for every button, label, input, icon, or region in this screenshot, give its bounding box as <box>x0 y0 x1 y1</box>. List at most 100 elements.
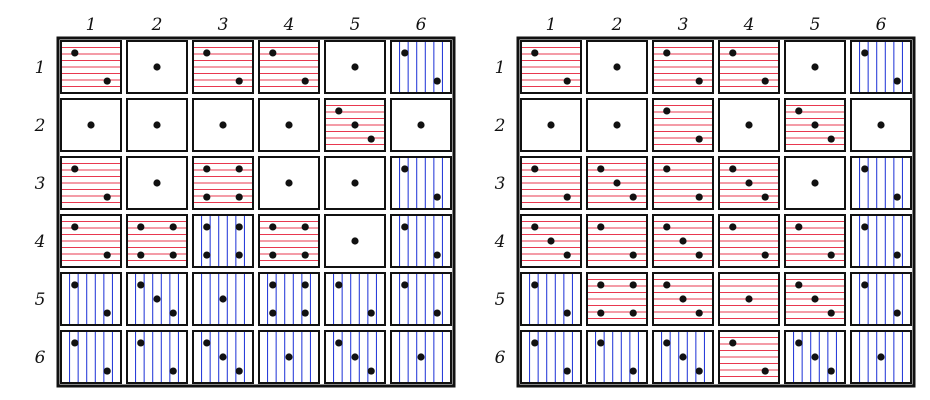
cell-background <box>127 331 187 383</box>
die-dot <box>433 77 441 85</box>
grid-cell <box>652 330 714 384</box>
grid-cell <box>192 330 254 384</box>
cell-border <box>652 330 714 384</box>
grid-cell <box>718 272 780 326</box>
row-label: 5 <box>35 290 46 310</box>
die-dot <box>335 339 343 347</box>
die-dot <box>877 121 885 129</box>
die-dot <box>153 179 161 187</box>
die-dot <box>613 121 621 129</box>
grid-frame <box>516 36 916 388</box>
cell-border <box>652 40 714 94</box>
die-dot <box>877 353 885 361</box>
die-dot <box>137 281 145 289</box>
die-dot <box>235 223 243 231</box>
die-dot <box>695 309 703 317</box>
die-dot <box>433 309 441 317</box>
die-dot <box>531 165 539 173</box>
die-dot <box>745 179 753 187</box>
grid-cell <box>520 156 582 210</box>
die-dot <box>269 49 277 57</box>
column-label: 1 <box>86 15 97 35</box>
column-label: 2 <box>611 15 623 35</box>
cell-border <box>258 272 320 326</box>
die-dot <box>861 281 869 289</box>
die-dot <box>137 251 145 259</box>
grid-cell <box>718 156 780 210</box>
cell-border <box>520 40 582 94</box>
cell-border <box>586 156 648 210</box>
grid-cell <box>324 98 386 152</box>
cell-border <box>192 214 254 268</box>
cell-border <box>718 40 780 94</box>
grid-cell <box>126 272 188 326</box>
row-label: 6 <box>495 348 506 368</box>
die-dot <box>351 179 359 187</box>
grid-cell <box>586 214 648 268</box>
die-dot <box>301 281 309 289</box>
cell-border <box>60 40 122 94</box>
cell-border <box>586 272 648 326</box>
cell-border <box>192 156 254 210</box>
die-dot <box>401 49 409 57</box>
grid-cell <box>192 40 254 94</box>
row-label: 3 <box>35 174 46 194</box>
grid-cell <box>126 214 188 268</box>
grid-cell <box>718 214 780 268</box>
die-dot <box>629 193 637 201</box>
grid-cell <box>258 272 320 326</box>
column-label: 2 <box>151 15 163 35</box>
cell-border <box>60 330 122 384</box>
column-label: 6 <box>876 15 887 35</box>
cell-background <box>61 273 121 325</box>
cell-background <box>325 273 385 325</box>
grid-cell <box>652 156 714 210</box>
die-dot <box>547 121 555 129</box>
grid-cell <box>850 156 912 210</box>
die-dot <box>531 339 539 347</box>
grid-cell <box>784 272 846 326</box>
die-dot <box>137 223 145 231</box>
cell-border <box>850 330 912 384</box>
die-dot <box>795 339 803 347</box>
die-dot <box>401 165 409 173</box>
die-dot <box>597 223 605 231</box>
die-dot <box>285 121 293 129</box>
grid-cell <box>390 156 452 210</box>
die-dot <box>761 193 769 201</box>
grid-left: 1 2 3 4 5 6 1 2 3 4 5 6 <box>34 15 456 388</box>
grid-cell <box>60 98 122 152</box>
grid-cell <box>390 98 452 152</box>
die-dot <box>663 223 671 231</box>
cell-border <box>126 98 188 152</box>
die-dot <box>745 121 753 129</box>
cell-border <box>586 330 648 384</box>
die-dot <box>729 49 737 57</box>
cell-border <box>850 40 912 94</box>
cell-border <box>784 40 846 94</box>
cell-border <box>126 40 188 94</box>
die-dot <box>695 77 703 85</box>
grid-cell <box>784 214 846 268</box>
die-dot <box>531 49 539 57</box>
cell-border <box>60 214 122 268</box>
die-dot <box>137 339 145 347</box>
die-dot <box>351 237 359 245</box>
die-dot <box>71 339 79 347</box>
cell-border <box>520 98 582 152</box>
cell-border <box>718 214 780 268</box>
cell-background <box>259 273 319 325</box>
die-dot <box>861 223 869 231</box>
cell-border <box>784 330 846 384</box>
die-dot <box>169 367 177 375</box>
die-dot <box>563 367 571 375</box>
die-dot <box>417 353 425 361</box>
die-dot <box>761 367 769 375</box>
grid-cell <box>192 272 254 326</box>
die-dot <box>203 223 211 231</box>
die-dot <box>203 49 211 57</box>
cell-border <box>520 330 582 384</box>
die-dot <box>795 281 803 289</box>
die-dot <box>103 251 111 259</box>
